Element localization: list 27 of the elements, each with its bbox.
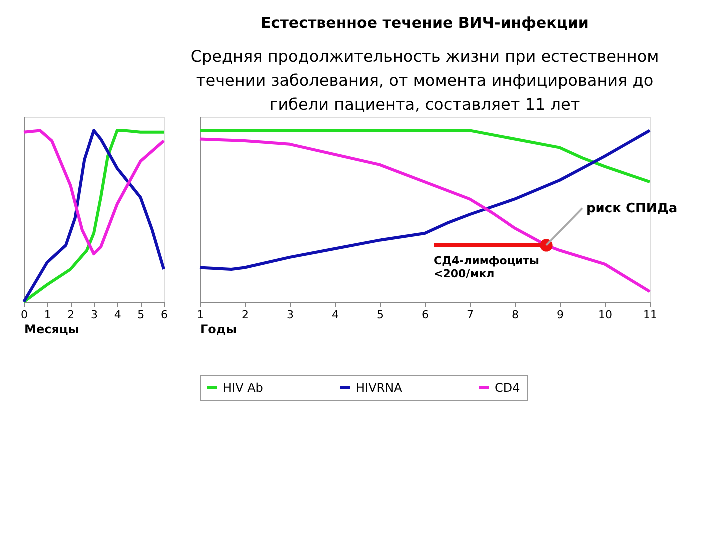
legend-label: HIV Ab — [223, 380, 264, 395]
x-tick-label: 6 — [161, 308, 168, 322]
x-tick-label: 8 — [512, 308, 519, 322]
chart-title: Естественное течение ВИЧ-инфекции — [261, 14, 589, 32]
series-label: СД4-лимфоциты <200/мкл — [434, 254, 540, 280]
x-tick-label: 5 — [377, 308, 384, 322]
x-tick-label: 10 — [598, 308, 612, 322]
x-tick-label: 5 — [138, 308, 145, 322]
x-tick-label: 2 — [68, 308, 75, 322]
x-tick-label: 7 — [467, 308, 474, 322]
x-tick-label: 2 — [242, 308, 249, 322]
x-tick-label: 3 — [287, 308, 294, 322]
x-tick-label: 9 — [557, 308, 564, 322]
x-axis-title: Годы — [200, 322, 237, 336]
x-tick-label: 6 — [422, 308, 429, 322]
legend-label: CD4 — [495, 380, 520, 395]
chart-subtitle: Средняя продолжительность жизни при естественном течении заболевания, от момента инфицирования до гибели пациента, составляет 11 лет — [190, 47, 660, 114]
legend-label: HIVRNA — [356, 380, 404, 395]
x-tick-label: 1 — [197, 308, 204, 322]
x-axis-title: Месяцы — [24, 322, 80, 336]
x-tick-label: 0 — [21, 308, 28, 322]
x-tick-label: 4 — [114, 308, 122, 322]
annotation: риск СПИДа — [586, 201, 678, 216]
x-tick-label: 3 — [91, 308, 98, 322]
x-tick-label: 11 — [644, 308, 658, 322]
x-tick-label: 4 — [332, 308, 339, 322]
x-tick-label: 1 — [44, 308, 52, 322]
